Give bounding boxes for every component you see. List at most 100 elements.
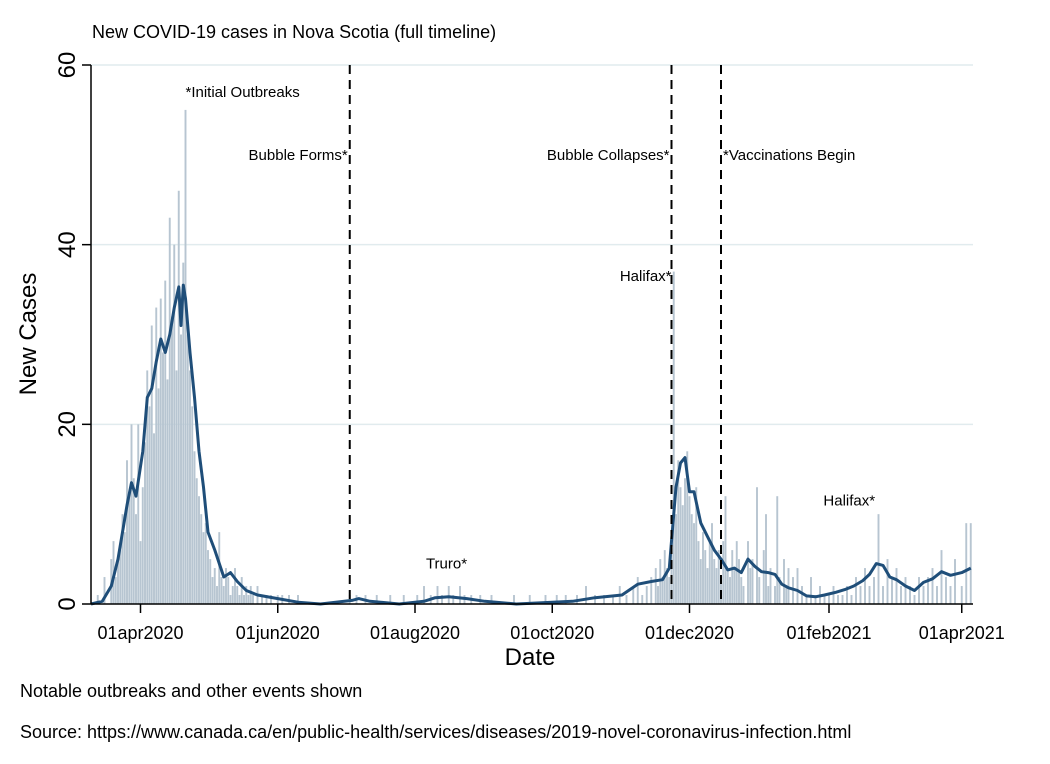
case-bar: [654, 568, 657, 604]
annotation-label: *Initial Outbreaks: [186, 84, 300, 101]
case-bar: [762, 550, 765, 604]
case-bar: [207, 550, 209, 604]
case-bar: [868, 586, 871, 604]
case-bar: [270, 595, 272, 604]
case-bar: [796, 568, 799, 604]
case-bar: [297, 595, 299, 604]
case-bar: [191, 406, 194, 604]
line-series: [90, 283, 972, 606]
bar-series: [96, 109, 972, 605]
case-bar: [645, 586, 648, 604]
case-bar: [171, 316, 173, 604]
case-bar: [699, 559, 702, 604]
case-bar: [859, 586, 862, 604]
case-bar: [236, 586, 239, 604]
case-bar: [679, 487, 682, 604]
chart-title: New COVID-19 cases in Nova Scotia (full …: [92, 22, 496, 42]
case-bar: [810, 577, 812, 604]
case-bar: [945, 577, 947, 604]
case-bar: [180, 334, 182, 604]
case-bar: [162, 352, 164, 604]
case-bar: [841, 595, 844, 604]
case-bar: [513, 595, 515, 604]
case-bar: [913, 595, 916, 604]
case-bar: [949, 586, 952, 604]
case-bar: [213, 568, 216, 604]
covid-cases-chart: New COVID-19 cases in Nova Scotia (full …: [15, 22, 1005, 671]
case-bar: [204, 523, 207, 604]
case-bar: [677, 460, 680, 604]
case-bar: [886, 559, 889, 604]
case-bar: [814, 595, 817, 604]
case-bar: [555, 595, 558, 604]
case-bar: [918, 577, 920, 604]
moving-average-line: [90, 283, 972, 606]
case-bar: [787, 568, 790, 604]
case-bar: [891, 577, 893, 604]
case-bar: [641, 595, 644, 604]
case-bar: [193, 451, 196, 604]
case-bar: [137, 424, 140, 604]
case-bar: [173, 244, 176, 604]
case-bar: [144, 442, 146, 604]
case-bar: [220, 577, 223, 604]
case-bar: [265, 595, 268, 604]
x-tick-label: 01apr2020: [97, 623, 183, 643]
case-bar: [922, 586, 925, 604]
case-bar: [603, 595, 605, 604]
case-bar: [103, 577, 106, 604]
y-tick-label: 20: [54, 411, 81, 438]
case-bar: [722, 541, 725, 604]
x-axis-label: Date: [505, 644, 556, 671]
case-bar: [909, 586, 911, 604]
case-bar: [123, 532, 126, 604]
case-bar: [783, 559, 785, 604]
case-bar: [490, 595, 493, 604]
case-bar: [969, 523, 972, 604]
annotation-label: Truro*: [426, 556, 467, 573]
case-bar: [661, 577, 664, 604]
case-bar: [200, 514, 203, 604]
case-bar: [735, 541, 738, 604]
case-bar: [684, 478, 686, 604]
case-bar: [159, 298, 162, 604]
case-bar: [882, 586, 884, 604]
case-bar: [731, 550, 734, 604]
case-bar: [713, 559, 716, 604]
annotations: *Initial Outbreaks Truro* Halifax* Halifax*: [186, 84, 876, 573]
case-bar: [247, 595, 250, 604]
case-bar: [675, 514, 677, 604]
case-bar: [711, 523, 713, 604]
case-bar: [877, 514, 880, 604]
case-bar: [636, 577, 639, 604]
case-bar: [175, 370, 178, 604]
case-bar: [128, 496, 131, 604]
case-bar: [864, 568, 866, 604]
case-bar: [738, 559, 740, 604]
case-bar: [225, 568, 227, 604]
case-bar: [846, 586, 848, 604]
case-bar: [758, 577, 761, 604]
case-bar: [776, 496, 779, 604]
case-bar: [389, 595, 392, 604]
case-bar: [186, 334, 189, 604]
case-bar: [182, 262, 185, 604]
case-bar: [195, 478, 198, 604]
case-bar: [632, 586, 635, 604]
case-bar: [686, 451, 689, 604]
case-bar: [564, 595, 567, 604]
case-bar: [238, 595, 241, 604]
case-bar: [850, 595, 853, 604]
case-bar: [146, 370, 149, 604]
case-bar: [931, 568, 934, 604]
case-bar: [153, 433, 155, 604]
case-bar: [375, 595, 378, 604]
case-bar: [130, 424, 133, 604]
case-bar: [729, 577, 731, 604]
case-bar: [717, 550, 720, 604]
x-tick-label: 01aug2020: [370, 623, 460, 643]
case-bar: [837, 595, 839, 604]
case-bar: [436, 586, 439, 604]
case-bar: [585, 586, 587, 604]
case-bar: [895, 568, 898, 604]
